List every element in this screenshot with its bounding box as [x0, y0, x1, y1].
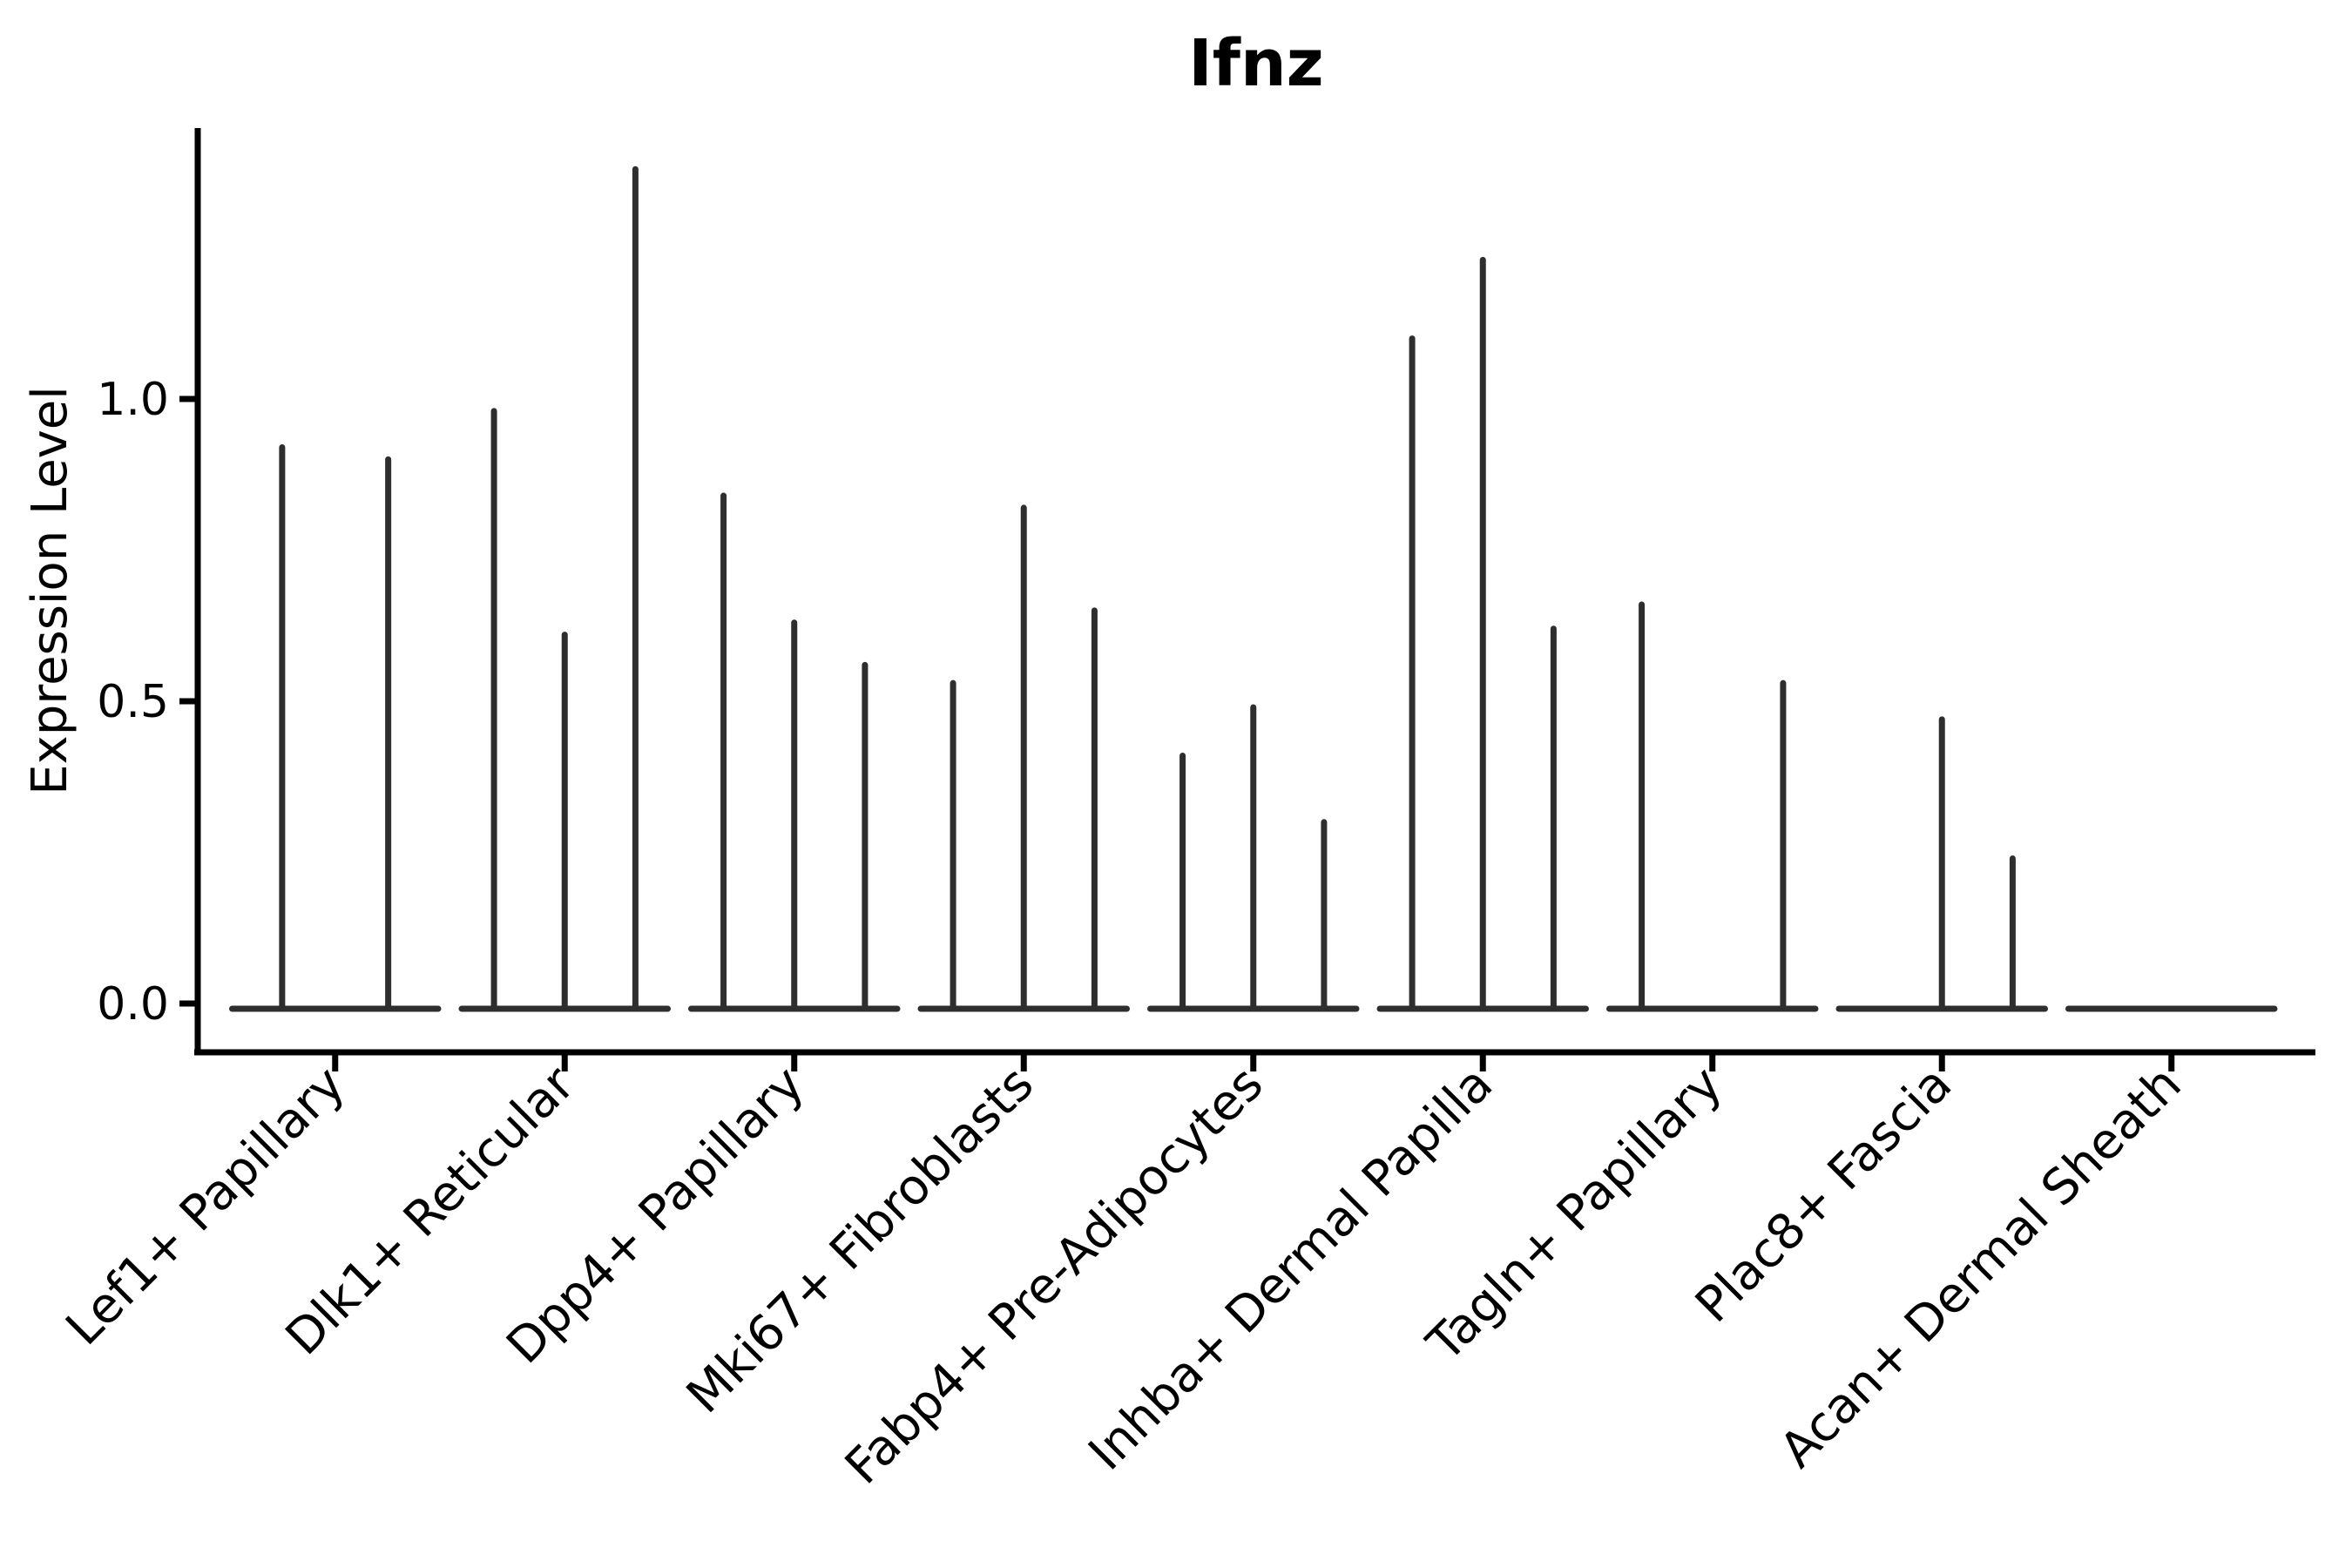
violin-baseline [2065, 1005, 2278, 1012]
chart-title: Ifnz [1188, 26, 1323, 101]
violin-group [458, 166, 671, 1012]
violin-group [1835, 716, 2048, 1012]
violin-group [1376, 256, 1589, 1012]
violin-baseline [1606, 1005, 1819, 1012]
violin-group [688, 492, 901, 1012]
violin-baseline [229, 1005, 442, 1012]
violin-group [229, 444, 442, 1012]
y-tick-label: 0.5 [97, 676, 169, 728]
y-axis-ticks: 0.0 0.5 1.0 [97, 374, 198, 1031]
violin-group [1606, 601, 1819, 1012]
y-tick-label: 1.0 [97, 374, 169, 426]
x-tick-label: Inhba+ Dermal Papilla [1078, 1056, 1504, 1482]
violin-series [229, 166, 2278, 1012]
violin-group [2065, 1005, 2278, 1012]
y-axis-label: Expression Level [22, 386, 78, 795]
y-tick-label: 0.0 [97, 978, 169, 1031]
x-tick-label: Acan+ Dermal Sheath [1769, 1056, 2193, 1479]
violin-group [917, 504, 1130, 1012]
x-tick-label: Fabp4+ Pre-Adipocytes [835, 1056, 1274, 1496]
violin-group [1147, 704, 1360, 1012]
